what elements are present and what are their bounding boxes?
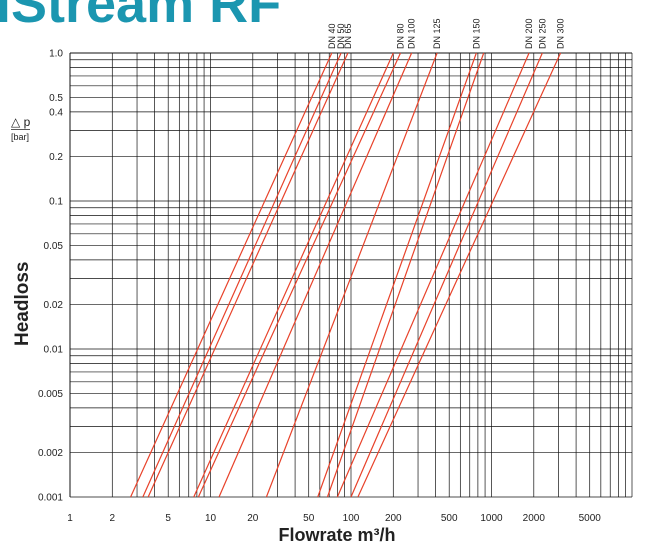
x-tick-label: 200 [385, 513, 402, 524]
series-label: DN 100 [407, 18, 417, 49]
series-line [197, 52, 402, 498]
series-label: DN 150 [471, 18, 481, 49]
series-line [317, 52, 477, 498]
x-tick-label: 500 [441, 513, 458, 524]
x-tick-label: 1 [67, 513, 73, 524]
y-tick-labels: 0.001 0.002 0.005 0.01 0.02 0.05 0.1 0.2 0.4 0.5 1… [38, 49, 63, 504]
series-label: DN 250 [537, 18, 547, 49]
y-tick-label: 1.0 [49, 49, 63, 60]
series-line [326, 52, 485, 498]
x-tick-label: 2000 [523, 513, 546, 524]
x-tick-label: 100 [343, 513, 360, 524]
series-line [265, 52, 438, 498]
series-line [193, 52, 394, 498]
y-tick-label: 0.4 [49, 107, 63, 118]
x-tick-label: 5000 [579, 513, 602, 524]
series-lines [130, 52, 562, 498]
y-tick-label: 0.002 [38, 448, 63, 459]
y-axis-label: Headloss [12, 262, 33, 346]
series-label: DN 50 [336, 23, 346, 49]
x-tick-labels: 1 2 5 10 20 50 100 200 500 1000 2000 5000 [67, 513, 601, 524]
x-tick-label: 10 [205, 513, 217, 524]
y-unit: [bar] [11, 132, 29, 142]
series-line [336, 52, 530, 498]
x-tick-label: 5 [165, 513, 171, 524]
y-unit-symbol: △ p [11, 115, 31, 129]
x-axis-label: Flowrate m³/h [278, 525, 395, 545]
series-label: DN 80 [395, 23, 405, 49]
series-label: DN 65 [343, 23, 353, 49]
y-tick-label: 0.001 [38, 493, 63, 504]
y-tick-label: 0.5 [49, 93, 63, 104]
y-tick-label: 0.02 [44, 300, 64, 311]
series-line [142, 52, 342, 498]
grid [69, 52, 633, 498]
x-tick-label: 20 [247, 513, 259, 524]
series-line [130, 52, 333, 498]
series-line [350, 52, 543, 498]
y-tick-label: 0.005 [38, 389, 63, 400]
y-tick-label: 0.05 [44, 241, 64, 252]
series-line [147, 52, 349, 498]
series-label: DN 125 [432, 18, 442, 49]
x-tick-label: 2 [110, 513, 116, 524]
y-tick-label: 0.01 [44, 345, 64, 356]
x-tick-label: 50 [303, 513, 315, 524]
series-line [357, 52, 562, 498]
series-line [218, 52, 413, 498]
series-label: DN 300 [556, 18, 566, 49]
series-label: DN 200 [524, 18, 534, 49]
series-label: DN 40 [327, 23, 337, 49]
chart-title: iStream RF [0, 0, 281, 34]
y-tick-label: 0.2 [49, 152, 63, 163]
x-tick-label: 1000 [480, 513, 503, 524]
y-tick-label: 0.1 [49, 197, 63, 208]
